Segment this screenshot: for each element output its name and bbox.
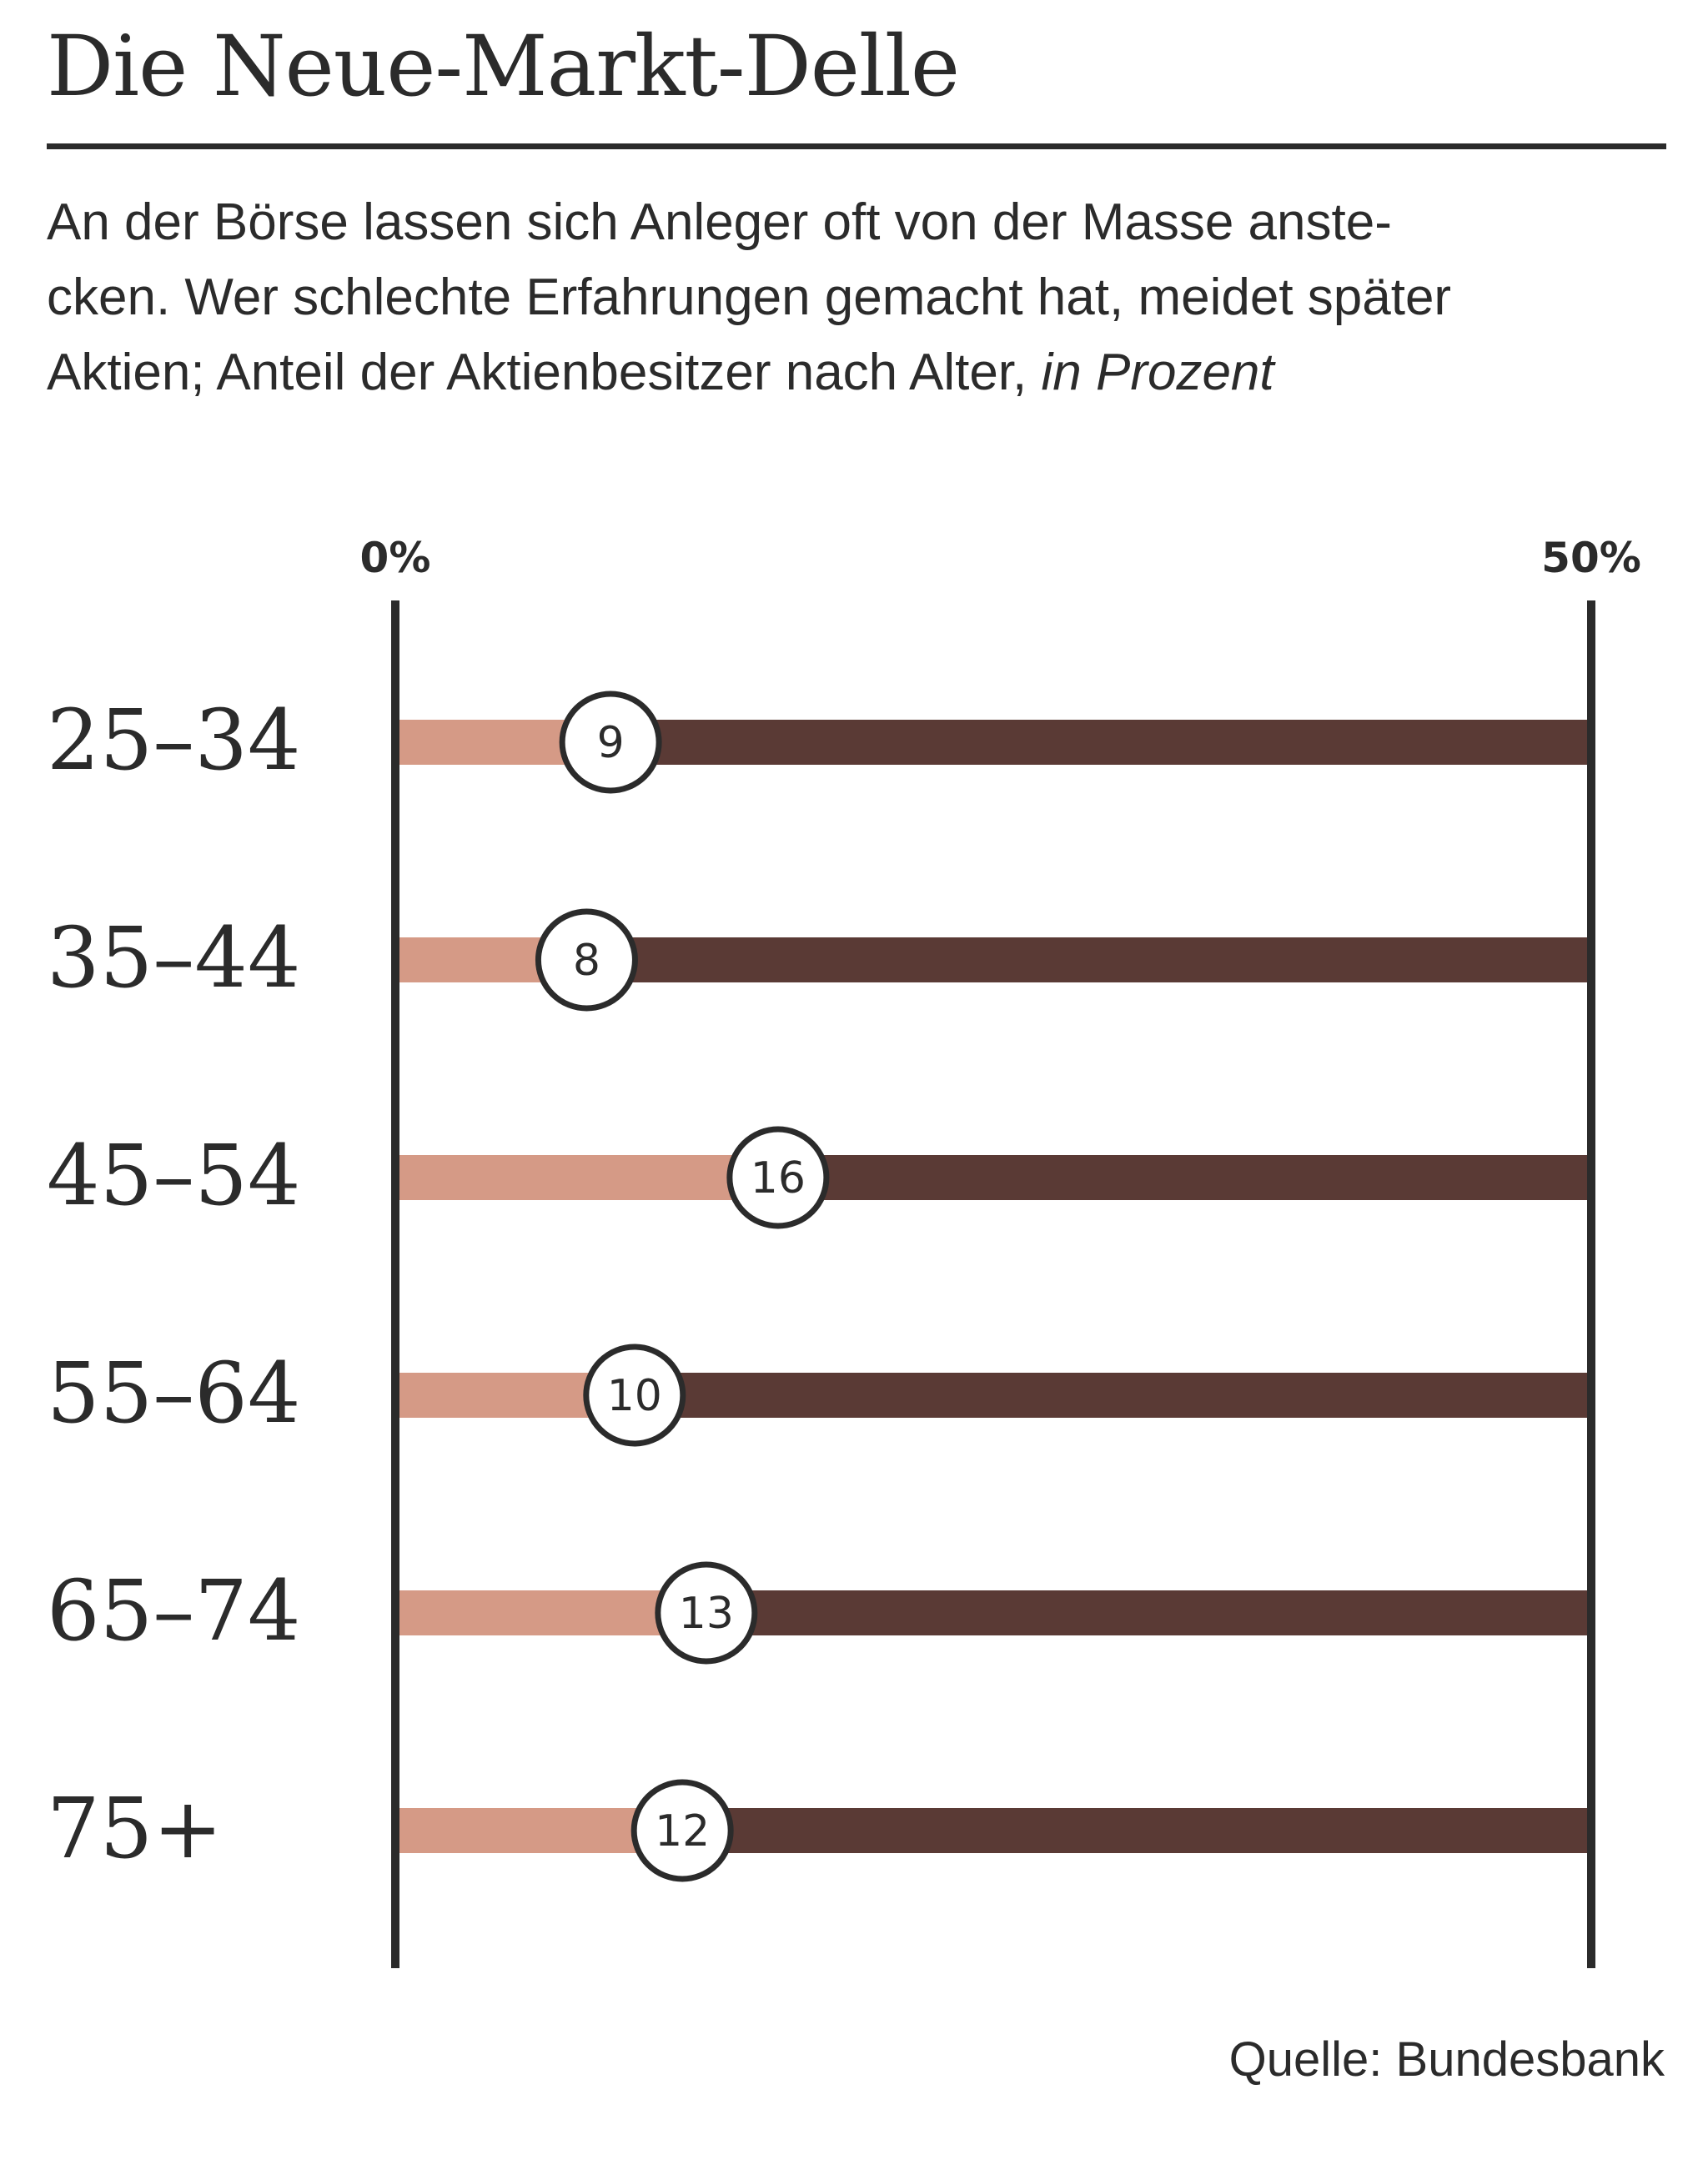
value-markers: 9 8 16 10 13 12 (535, 691, 830, 1882)
remainder-bar-1 (610, 720, 1591, 765)
category-label-6: 75+ (47, 1780, 223, 1877)
bars (395, 720, 1592, 1853)
value-label-6: 12 (655, 1806, 710, 1856)
category-labels: 25–34 35–44 45–54 55–64 65–74 75+ (47, 691, 301, 1877)
value-marker-2 (535, 908, 638, 1012)
subtitle-line-1: An der Börse lassen sich Anleger oft von… (47, 193, 1392, 251)
category-label-4: 55–64 (47, 1344, 301, 1442)
chart-title: Die Neue-Markt-Delle (47, 18, 960, 115)
subtitle-line-3: Aktien; Anteil der Aktienbesitzer nach A… (47, 335, 1681, 410)
value-bar-5 (395, 1590, 706, 1635)
x-tick-labels: 0% 50% (360, 534, 1641, 582)
value-marker-5 (655, 1561, 758, 1665)
value-marker-1 (559, 691, 662, 794)
chart-subtitle: An der Börse lassen sich Anleger oft von… (47, 185, 1681, 410)
value-label-3: 16 (751, 1153, 806, 1203)
x-tick-label-0: 0% (360, 534, 431, 582)
value-marker-3 (726, 1126, 830, 1229)
value-marker-6 (630, 1779, 734, 1882)
remainder-bar-4 (634, 1373, 1591, 1418)
value-bar-3 (395, 1155, 778, 1200)
remainder-bar-3 (777, 1155, 1591, 1200)
axis-lines (391, 600, 1595, 1968)
category-label-3: 45–54 (47, 1127, 301, 1224)
x-tick-label-50: 50% (1541, 534, 1641, 582)
remainder-bar-2 (586, 937, 1592, 982)
value-label-2: 8 (573, 936, 600, 986)
subtitle-line-2: cken. Wer schlechte Erfahrungen gemacht … (47, 269, 1452, 326)
value-label-4: 10 (607, 1371, 662, 1421)
value-label-5: 13 (679, 1589, 734, 1639)
category-label-5: 65–74 (47, 1562, 301, 1660)
remainder-bar-5 (706, 1590, 1591, 1635)
source-note: Quelle: Bundesbank (1228, 2032, 1665, 2087)
subtitle-line-3-text: Aktien; Anteil der Aktienbesitzer nach A… (47, 344, 1042, 401)
category-label-1: 25–34 (47, 691, 301, 789)
bar-chart: 0% 50% 9 8 16 10 13 12 25–34 35–44 45–54 55–64 65–… (47, 534, 1641, 1968)
remainder-bar-6 (682, 1808, 1592, 1853)
category-label-2: 35–44 (47, 909, 301, 1007)
unit-label: in Prozent (1041, 344, 1274, 401)
title-divider (47, 143, 1666, 149)
value-marker-4 (583, 1344, 686, 1447)
value-label-1: 9 (597, 718, 625, 768)
